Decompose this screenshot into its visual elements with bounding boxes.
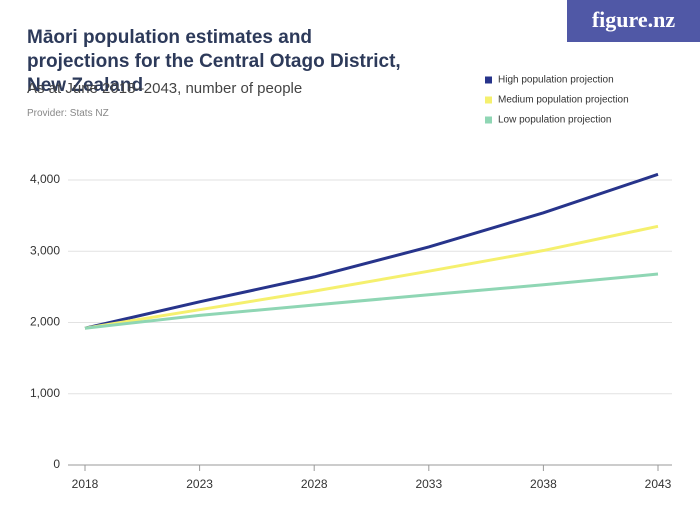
y-tick-label: 0 — [53, 457, 60, 471]
legend-swatch — [485, 96, 492, 104]
chart-subtitle: As at June 2018–2043, number of people — [27, 80, 303, 97]
chart-title: Māori population estimates and projectio… — [27, 27, 401, 96]
x-tick-label: 2043 — [645, 477, 672, 491]
x-tick-label: 2028 — [301, 477, 328, 491]
x-tick-label: 2033 — [415, 477, 442, 491]
logo[interactable]: figure.nz — [567, 0, 700, 42]
x-tick-label: 2023 — [186, 477, 213, 491]
y-tick-label: 3,000 — [30, 243, 60, 257]
legend-label: Low population projection — [498, 115, 611, 126]
y-tick-label: 4,000 — [30, 172, 60, 186]
series-line — [84, 224, 659, 330]
legend-label: High population projection — [498, 75, 614, 86]
x-tick-label: 2018 — [72, 477, 99, 491]
legend-swatch — [485, 116, 492, 124]
y-tick-label: 2,000 — [30, 315, 60, 329]
provider: Provider: Stats NZ — [27, 108, 109, 119]
series-line — [84, 172, 659, 330]
legend-label: Medium population projection — [498, 95, 629, 106]
x-tick-label: 2038 — [530, 477, 557, 491]
series-line — [84, 272, 659, 330]
legend-swatch — [485, 76, 492, 84]
y-tick-label: 1,000 — [30, 386, 60, 400]
